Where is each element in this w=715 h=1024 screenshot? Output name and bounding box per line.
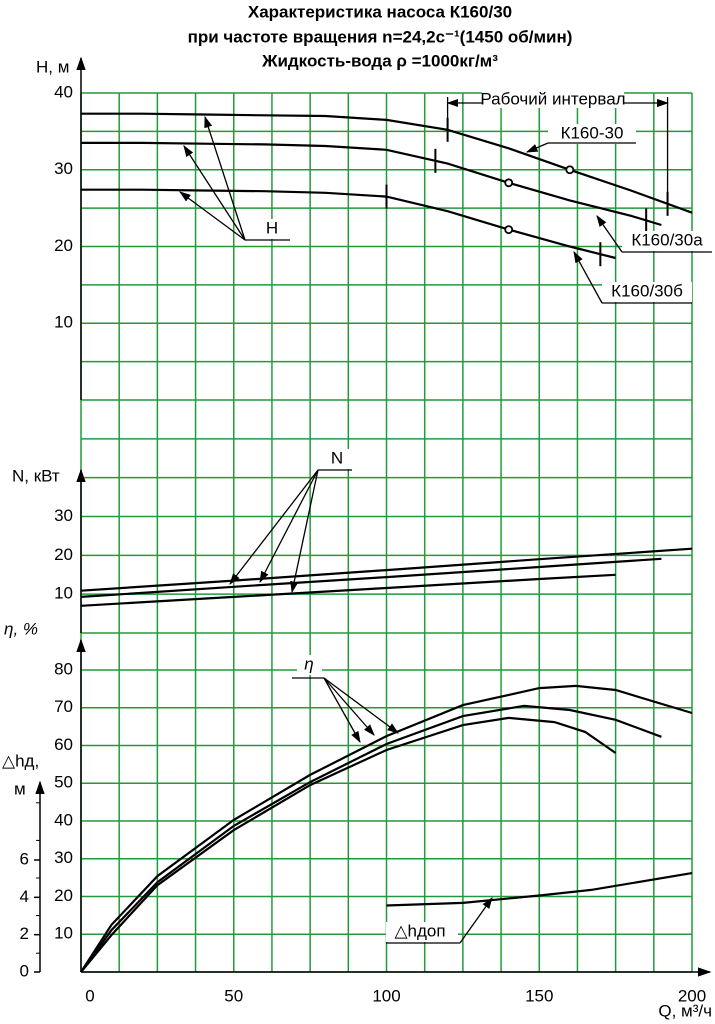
curve-label: H: [266, 218, 278, 237]
curve: [80, 684, 693, 973]
y-tick-label: 20: [54, 236, 73, 255]
y-tick-label: 0: [20, 961, 29, 980]
y-tick-label: 60: [54, 735, 73, 754]
y-tick-label: 40: [54, 810, 73, 829]
label-bg: [258, 219, 290, 239]
label-bg: [622, 231, 712, 251]
curve-label: η: [304, 654, 313, 673]
y-tick-label: 2: [20, 924, 29, 943]
leader-line: [179, 191, 246, 241]
y-tick-label: 10: [54, 584, 73, 603]
series-label: К160-30: [561, 123, 624, 142]
x-tick-label: 0: [85, 986, 94, 1005]
title-line: Характеристика насоса К160/30: [248, 2, 512, 21]
y-tick-label: 80: [54, 659, 73, 678]
curve: [80, 557, 662, 598]
y-tick-label: 6: [20, 849, 29, 868]
x-tick-label: 50: [224, 986, 243, 1005]
y-tick-label: 4: [20, 887, 29, 906]
y-tick-label: 70: [54, 697, 73, 716]
curve: [81, 141, 662, 227]
y-tick-label: 20: [54, 886, 73, 905]
x-tick-label: 100: [372, 986, 400, 1005]
curve: [81, 188, 616, 260]
y-axis-label: △hд,: [2, 751, 39, 770]
curve-label: △hдоп: [394, 921, 445, 940]
y-tick-label: 30: [54, 848, 73, 867]
leader-line: [323, 677, 361, 744]
leader-line: [459, 897, 493, 944]
leader-line: [204, 115, 246, 241]
title-line: Жидкость-вода ρ =1000кг/м³: [261, 51, 498, 70]
curve: [80, 547, 693, 592]
leader-line: [573, 250, 603, 304]
y-axis-label: м: [14, 779, 26, 798]
series-label: К160/30б: [611, 281, 683, 300]
y-axis-label: H, м: [36, 57, 69, 76]
label-bg: [386, 922, 458, 942]
bep-marker: [565, 165, 575, 175]
y-tick-label: 30: [54, 159, 73, 178]
y-tick-label: 10: [54, 313, 73, 332]
leader-line: [323, 677, 399, 734]
series-label: К160/30а: [631, 230, 703, 249]
x-tick-label: 150: [525, 986, 553, 1005]
curve: [80, 704, 662, 973]
bep-marker: [504, 178, 514, 188]
label-bg: [482, 92, 624, 108]
y-axis-label: N, кВт: [12, 466, 60, 485]
y-axis-label: η, %: [4, 619, 38, 638]
y-tick-label: 50: [54, 773, 73, 792]
leader-line: [290, 469, 319, 594]
y-tick-label: 30: [54, 506, 73, 525]
leader-line: [525, 142, 549, 153]
interval-label: Рабочий интервал: [480, 89, 625, 108]
leader-line: [323, 677, 375, 736]
label-bg: [548, 124, 636, 144]
x-tick-label: 200: [678, 986, 706, 1005]
leader-line: [183, 145, 246, 241]
curve: [81, 112, 693, 214]
bep-marker: [504, 225, 514, 235]
label-bg: [322, 449, 352, 469]
title-line: при частоте вращения n=24,2c⁻¹(1450 об/м…: [188, 27, 573, 46]
curve: [80, 716, 617, 973]
label-bg: [297, 655, 322, 675]
y-tick-label: 10: [54, 924, 73, 943]
y-tick-label: 20: [54, 545, 73, 564]
curve: [386, 872, 693, 907]
label-bg: [602, 282, 692, 302]
curve: [80, 573, 616, 607]
leader-line: [229, 469, 319, 585]
curve-label: N: [331, 448, 343, 467]
x-axis-label: Q, м³/ч: [658, 1001, 712, 1020]
leader-line: [259, 469, 319, 584]
leader-line: [596, 215, 623, 253]
y-tick-label: 40: [54, 82, 73, 101]
